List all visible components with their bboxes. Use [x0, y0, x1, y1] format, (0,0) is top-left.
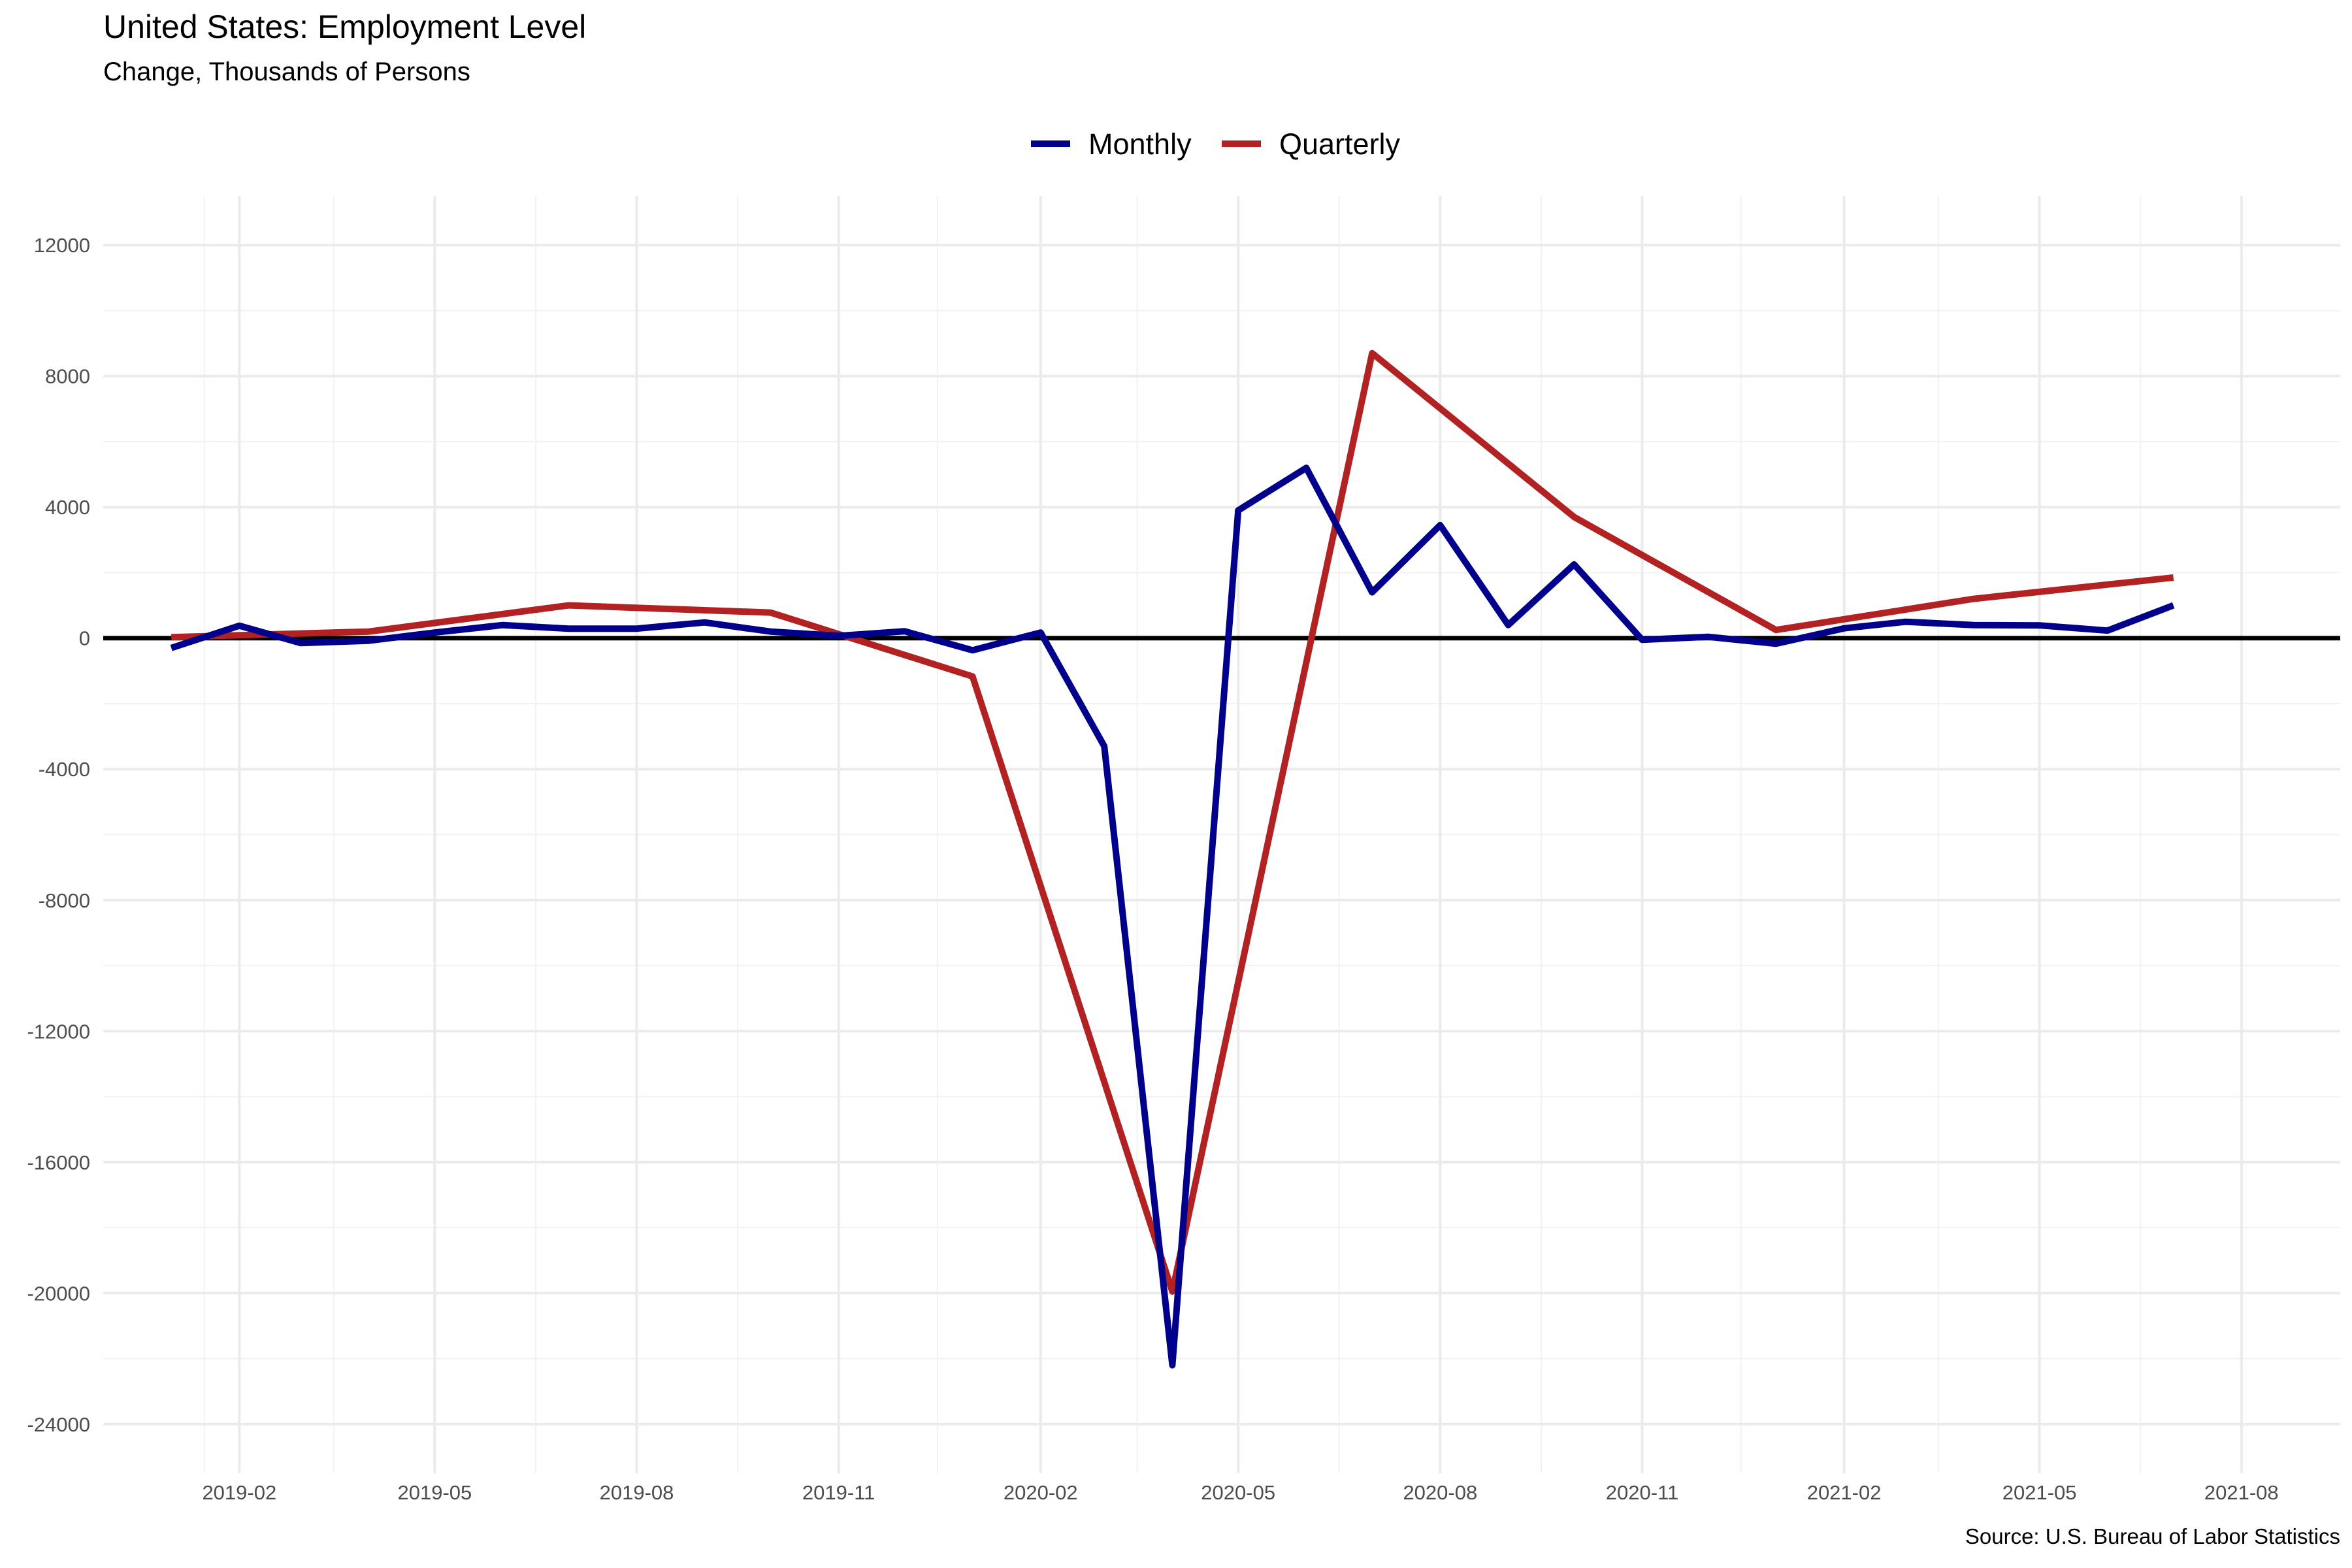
- minor-gridlines-x: [203, 196, 2142, 1473]
- y-tick-label: -8000: [39, 889, 90, 912]
- chart-subtitle: Change, Thousands of Persons: [103, 57, 470, 86]
- y-tick-label: -16000: [27, 1151, 90, 1174]
- minor-gridlines-y: [103, 310, 2340, 1360]
- chart-source-caption: Source: U.S. Bureau of Labor Statistics: [1965, 1524, 2340, 1548]
- x-tick-label: 2019-05: [397, 1481, 472, 1504]
- series-layer: [170, 350, 2175, 1369]
- series-line-quarterly: [171, 350, 2174, 1295]
- x-tick-label: 2020-02: [1004, 1481, 1078, 1504]
- y-tick-label: 12000: [34, 234, 90, 257]
- y-tick-label: -24000: [27, 1413, 90, 1436]
- y-tick-label: -4000: [39, 758, 90, 781]
- y-axis-tick-labels: -24000 -20000 -16000 -12000 -8000 -4000 0 4000 8…: [27, 234, 90, 1436]
- legend-label-monthly: Monthly: [1088, 127, 1192, 161]
- y-tick-label: 4000: [45, 496, 90, 519]
- x-tick-label: 2019-08: [600, 1481, 674, 1504]
- x-tick-label: 2019-11: [802, 1481, 875, 1504]
- legend: Monthly Quarterly: [1031, 127, 1401, 161]
- legend-label-quarterly: Quarterly: [1279, 127, 1401, 161]
- x-tick-label: 2021-02: [1807, 1481, 1882, 1504]
- y-tick-label: -20000: [27, 1282, 90, 1305]
- x-tick-label: 2020-11: [1606, 1481, 1678, 1504]
- y-tick-label: -12000: [27, 1020, 90, 1043]
- x-tick-label: 2020-08: [1403, 1481, 1477, 1504]
- series-line-monthly: [170, 465, 2175, 1369]
- x-tick-label: 2020-05: [1201, 1481, 1275, 1504]
- x-tick-label: 2021-08: [2204, 1481, 2279, 1504]
- chart-title: United States: Employment Level: [103, 8, 587, 45]
- x-tick-label: 2021-05: [2002, 1481, 2077, 1504]
- x-tick-label: 2019-02: [202, 1481, 276, 1504]
- major-gridlines-x: [238, 196, 2243, 1473]
- y-tick-label: 8000: [45, 365, 90, 388]
- x-axis-tick-labels: 2019-02 2019-05 2019-08 2019-11 2020-02 2020-…: [202, 1481, 2278, 1504]
- y-tick-label: 0: [79, 627, 90, 650]
